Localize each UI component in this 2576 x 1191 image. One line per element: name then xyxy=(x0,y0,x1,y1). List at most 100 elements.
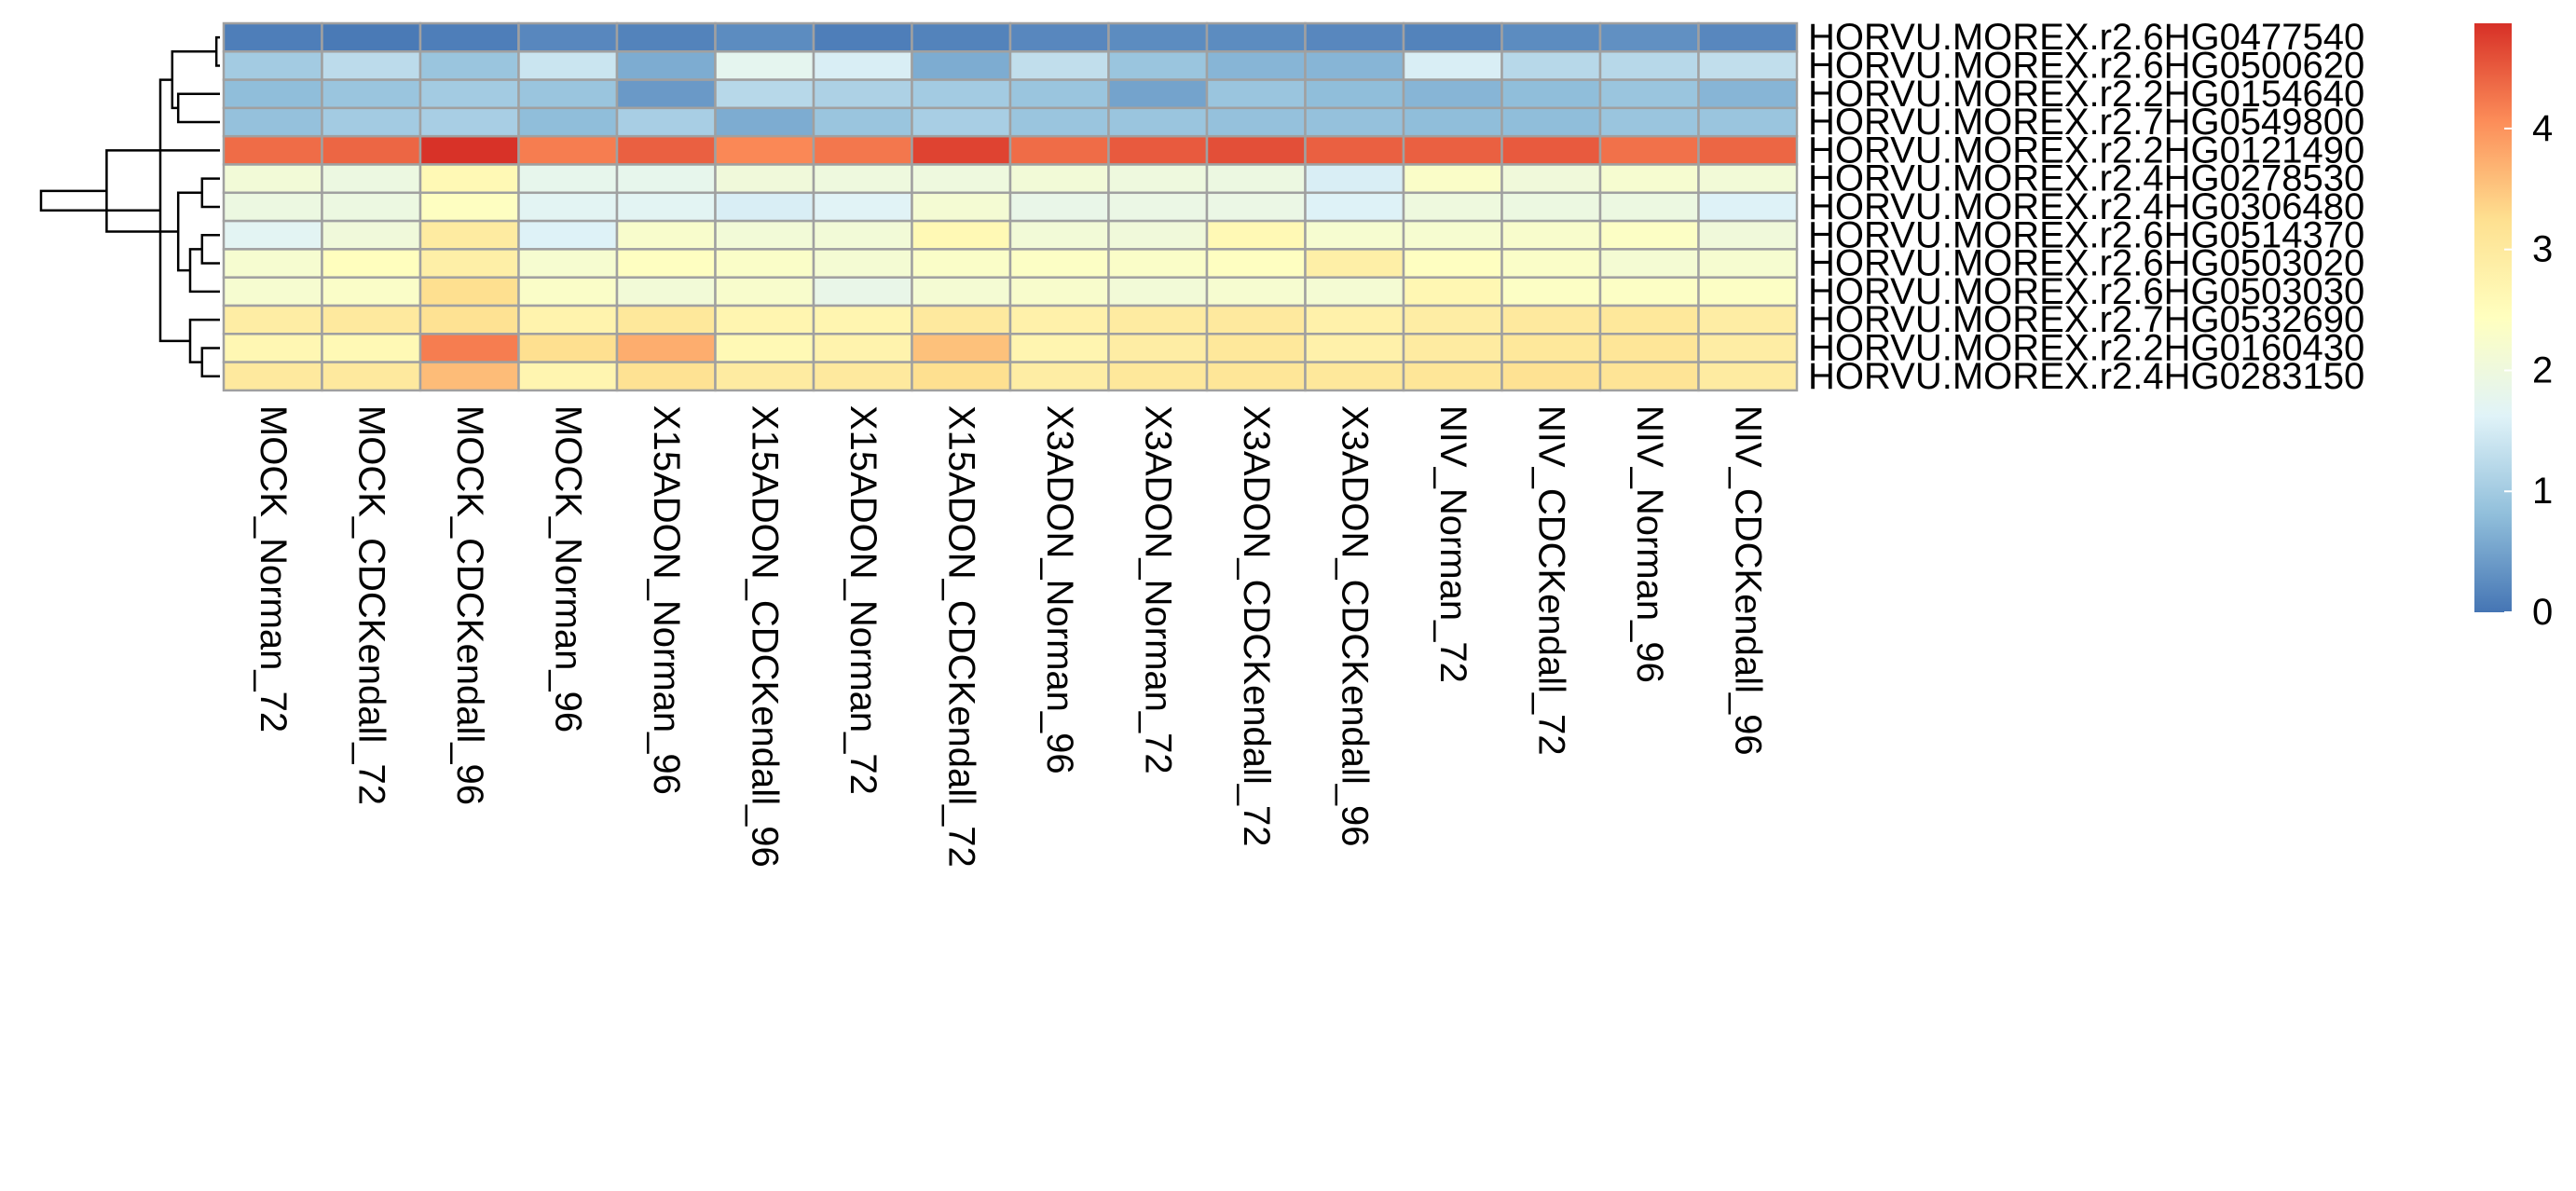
heatmap-cell xyxy=(1500,78,1602,110)
heatmap-cell xyxy=(1402,163,1503,195)
heatmap-cell xyxy=(1697,134,1799,166)
column-label: X3ADON_CDCKendall_96 xyxy=(1334,405,1375,847)
heatmap-cell xyxy=(1205,50,1307,81)
heatmap-cell xyxy=(1304,78,1405,110)
legend-tick-label: 3 xyxy=(2532,229,2553,270)
heatmap-cell xyxy=(1205,276,1307,308)
heatmap-cell xyxy=(911,50,1012,81)
heatmap-cell xyxy=(812,134,913,166)
dendrogram-branch xyxy=(214,35,220,67)
heatmap-cell xyxy=(1402,248,1503,279)
heatmap-cell xyxy=(222,276,323,308)
row-label: HORVU.MOREX.r2.7HG0532690 xyxy=(1808,299,2364,340)
heatmap-cell xyxy=(812,219,913,251)
heatmap-cell xyxy=(1697,191,1799,223)
heatmap-cell xyxy=(1304,276,1405,308)
heatmap-cell xyxy=(1304,361,1405,392)
row-label: HORVU.MOREX.r2.4HG0283150 xyxy=(1808,356,2364,397)
heatmap-cell xyxy=(1697,78,1799,110)
heatmap-cell xyxy=(1402,219,1503,251)
heatmap-cell xyxy=(1500,248,1602,279)
heatmap-cell xyxy=(1402,78,1503,110)
heatmap-cell xyxy=(517,21,619,53)
heatmap-cell xyxy=(1598,276,1700,308)
heatmap-cell xyxy=(1304,248,1405,279)
heatmap-cell xyxy=(615,333,717,363)
heatmap-cell xyxy=(911,78,1012,110)
heatmap-cell xyxy=(1205,219,1307,251)
heatmap-cell xyxy=(1402,333,1503,363)
heatmap-cell xyxy=(911,219,1012,251)
heatmap-cell xyxy=(321,191,422,223)
heatmap-cell xyxy=(517,78,619,110)
heatmap-cell xyxy=(418,219,520,251)
heatmap-cell xyxy=(812,333,913,363)
column-label: X15ADON_Norman_96 xyxy=(646,405,687,795)
dendrogram-branch xyxy=(39,189,160,212)
legend-tick-label: 4 xyxy=(2532,108,2553,149)
heatmap-cell xyxy=(222,191,323,223)
row-label: HORVU.MOREX.r2.6HG0500620 xyxy=(1808,45,2364,86)
heatmap-cell xyxy=(1304,106,1405,138)
heatmap-cell xyxy=(517,276,619,308)
heatmap-cell xyxy=(1402,106,1503,138)
column-label: MOCK_CDCKendall_96 xyxy=(449,405,490,805)
row-label: HORVU.MOREX.r2.6HG0514370 xyxy=(1808,214,2364,255)
heatmap-cell xyxy=(1598,191,1700,223)
heatmap-cell xyxy=(321,21,422,53)
heatmap-cell xyxy=(714,333,815,363)
heatmap-cell xyxy=(714,163,815,195)
heatmap-cell xyxy=(1598,21,1700,53)
heatmap-cell xyxy=(812,304,913,335)
row-label: HORVU.MOREX.r2.7HG0549800 xyxy=(1808,102,2364,143)
heatmap-cell xyxy=(1205,106,1307,138)
row-labels: HORVU.MOREX.r2.6HG0477540HORVU.MOREX.r2.… xyxy=(1808,17,2364,397)
heatmap-cell xyxy=(418,163,520,195)
heatmap-cell xyxy=(911,163,1012,195)
heatmap-cell xyxy=(1008,333,1110,363)
column-label: NIV_CDCKendall_72 xyxy=(1530,405,1571,756)
heatmap-cell xyxy=(1008,191,1110,223)
heatmap-cell xyxy=(222,219,323,251)
heatmap-cell xyxy=(1500,106,1602,138)
heatmap-cell xyxy=(1205,361,1307,392)
heatmap-cell xyxy=(1008,78,1110,110)
column-label: X3ADON_CDCKendall_72 xyxy=(1236,405,1277,847)
heatmap-cell xyxy=(714,50,815,81)
heatmap-cell xyxy=(615,276,717,308)
row-label: HORVU.MOREX.r2.2HG0121490 xyxy=(1808,130,2364,171)
heatmap-cell xyxy=(1304,21,1405,53)
heatmap-cell xyxy=(615,361,717,392)
heatmap-cell xyxy=(714,361,815,392)
heatmap-cell xyxy=(321,134,422,166)
heatmap-cell xyxy=(1304,304,1405,335)
heatmap-cell xyxy=(517,50,619,81)
heatmap-cell xyxy=(1500,163,1602,195)
heatmap-cell xyxy=(615,248,717,279)
heatmap-cell xyxy=(418,361,520,392)
heatmap-cell xyxy=(911,248,1012,279)
heatmap-cell xyxy=(517,361,619,392)
heatmap-cell xyxy=(911,276,1012,308)
heatmap-cell xyxy=(418,304,520,335)
heatmap-cell xyxy=(1205,333,1307,363)
heatmap-cell xyxy=(1402,276,1503,308)
heatmap-cell xyxy=(812,361,913,392)
row-label: HORVU.MOREX.r2.2HG0154640 xyxy=(1808,74,2364,115)
heatmap-cell xyxy=(1107,248,1209,279)
row-label: HORVU.MOREX.r2.6HG0503030 xyxy=(1808,271,2364,312)
row-label: HORVU.MOREX.r2.6HG0477540 xyxy=(1808,17,2364,58)
heatmap-cell xyxy=(812,248,913,279)
heatmap-cell xyxy=(1402,191,1503,223)
heatmap-cell xyxy=(1598,333,1700,363)
heatmap-cell xyxy=(615,50,717,81)
heatmap-cell xyxy=(1304,50,1405,81)
heatmap-cell xyxy=(321,248,422,279)
heatmap-cell xyxy=(1107,219,1209,251)
column-label: NIV_Norman_72 xyxy=(1432,405,1473,683)
heatmap-cell xyxy=(1304,191,1405,223)
heatmap-cell xyxy=(615,78,717,110)
heatmap-cell xyxy=(1598,106,1700,138)
legend-tick-label: 1 xyxy=(2532,471,2553,512)
row-label: HORVU.MOREX.r2.4HG0278530 xyxy=(1808,158,2364,199)
